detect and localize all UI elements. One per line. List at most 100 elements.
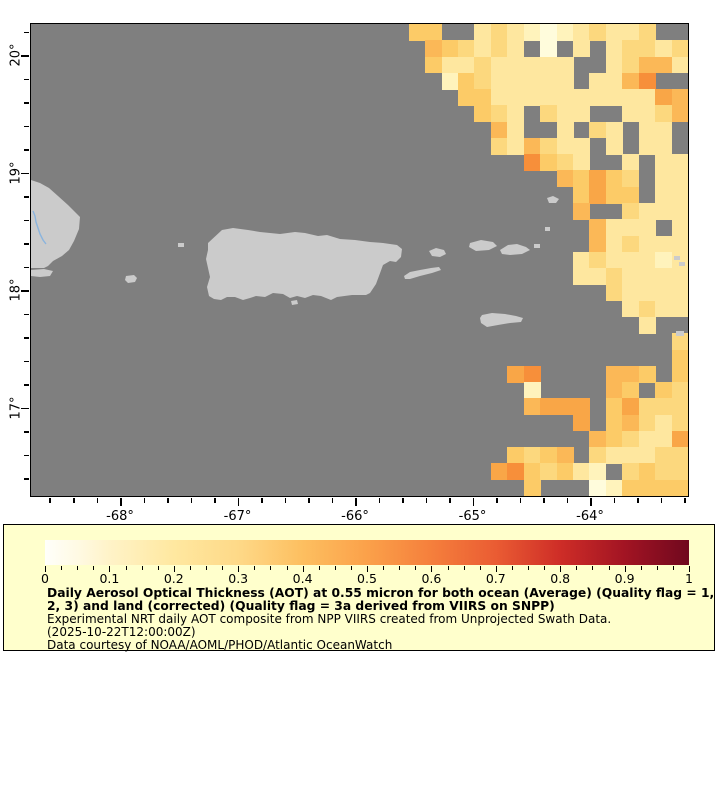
aot-data-cell	[573, 24, 590, 41]
legend-credit: Data courtesy of NOAA/AOML/PHOD/Atlantic…	[47, 637, 393, 652]
aot-data-cell	[622, 365, 640, 383]
aot-data-cell	[671, 186, 688, 204]
aot-data-cell	[605, 89, 623, 106]
colorbar-minor-tick	[61, 566, 63, 570]
legend-panel: 0 0.1 0.2 0.3 0.4 0.5 0.6 0.7 0.8 0.9 1 Daily Aero…	[3, 524, 715, 651]
x-axis-minor-tick	[261, 498, 263, 503]
aot-data-cell	[523, 382, 541, 399]
x-axis-minor-tick	[49, 498, 51, 503]
y-axis-minor-tick	[24, 478, 29, 480]
aot-data-cell	[540, 447, 558, 464]
aot-data-cell	[523, 365, 541, 383]
aot-data-cell	[622, 398, 640, 416]
x-axis-minor-tick	[96, 498, 98, 503]
aot-data-cell	[573, 268, 590, 285]
aot-data-cell	[671, 219, 688, 237]
aot-data-cell	[655, 154, 673, 171]
aot-data-cell	[573, 154, 590, 171]
aot-data-cell	[638, 447, 656, 464]
colorbar-minor-tick	[576, 566, 578, 570]
x-axis-major-tick	[120, 498, 122, 506]
aot-data-cell	[573, 186, 590, 204]
colorbar-tick-label: 1	[685, 571, 693, 586]
aot-data-cell	[655, 186, 673, 204]
aot-data-cell	[622, 479, 640, 496]
colorbar-major-tick	[302, 566, 304, 572]
aot-data-cell	[507, 447, 525, 464]
aot-data-cell	[490, 105, 508, 123]
aot-data-cell	[556, 121, 574, 139]
aot-data-cell	[540, 24, 558, 41]
aot-data-cell	[622, 251, 640, 269]
aot-data-cell	[589, 268, 607, 285]
aot-data-cell	[671, 203, 688, 220]
aot-data-cell	[523, 89, 541, 106]
x-axis-minor-tick	[143, 498, 145, 503]
colorbar-minor-tick	[511, 566, 513, 570]
aot-data-cell	[540, 72, 558, 90]
y-axis-major-tick	[21, 172, 29, 174]
y-axis-major-tick	[21, 407, 29, 409]
aot-data-cell	[638, 300, 656, 318]
aot-data-cell	[556, 105, 574, 123]
aot-data-cell	[638, 89, 656, 106]
y-axis-minor-tick	[24, 243, 29, 245]
aot-data-cell	[589, 121, 607, 139]
island-anguilla-cay-2	[679, 262, 685, 266]
y-axis-minor-tick	[24, 313, 29, 315]
island-virgin-gorda	[545, 227, 550, 231]
aot-data-cell	[638, 479, 656, 496]
aot-data-cell	[622, 463, 640, 481]
colorbar-tick-label: 0.9	[614, 571, 635, 586]
aot-data-cell	[671, 284, 688, 302]
aot-data-cell	[638, 105, 656, 123]
aot-data-cell	[507, 24, 525, 41]
aot-data-cell	[622, 284, 640, 302]
x-axis-minor-tick	[660, 498, 662, 503]
aot-data-cell	[589, 170, 607, 188]
y-axis-minor-tick	[24, 219, 29, 221]
aot-data-cell	[490, 72, 508, 90]
aot-data-cell	[523, 154, 541, 171]
aot-data-cell	[556, 170, 574, 188]
colorbar-tick-label: 0.6	[421, 571, 442, 586]
aot-data-cell	[638, 316, 656, 334]
aot-data-cell	[605, 235, 623, 253]
aot-data-cell	[671, 89, 688, 106]
y-axis-label: 17°	[8, 395, 24, 420]
aot-data-cell	[605, 137, 623, 155]
aot-data-cell	[655, 170, 673, 188]
island-sombrero-cay	[676, 331, 684, 336]
x-axis-label: -65°	[458, 509, 487, 524]
aot-data-cell	[638, 430, 656, 448]
aot-data-cell	[425, 40, 443, 58]
aot-data-cell	[671, 170, 688, 188]
aot-data-cell	[671, 154, 688, 171]
aot-data-cell	[655, 430, 673, 448]
colorbar-minor-tick	[640, 566, 642, 570]
island-hispaniola-east	[31, 180, 80, 268]
aot-data-cell	[523, 463, 541, 481]
aot-data-cell	[474, 72, 492, 90]
aot-data-cell	[622, 219, 640, 237]
aot-data-cell	[605, 268, 623, 285]
aot-data-cell	[490, 137, 508, 155]
aot-data-cell	[605, 40, 623, 58]
x-axis-label: -64°	[576, 509, 604, 524]
aot-data-cell	[605, 398, 623, 416]
colorbar-minor-tick	[528, 566, 529, 570]
colorbar-minor-tick	[286, 566, 288, 570]
x-axis-major-tick	[472, 498, 474, 506]
aot-data-cell	[507, 89, 525, 106]
aot-data-layer	[31, 24, 688, 496]
x-axis-minor-tick	[684, 498, 686, 503]
legend-title-line-1: Daily Aerosol Optical Thickness (AOT) at…	[47, 586, 715, 600]
aot-data-cell	[523, 56, 541, 74]
y-axis-minor-tick	[24, 454, 29, 456]
x-axis-label: -66°	[341, 509, 369, 524]
aot-data-cell	[622, 382, 640, 399]
aot-data-cell	[458, 40, 475, 58]
aot-data-cell	[474, 105, 492, 123]
y-axis-label: 18°	[8, 278, 24, 302]
